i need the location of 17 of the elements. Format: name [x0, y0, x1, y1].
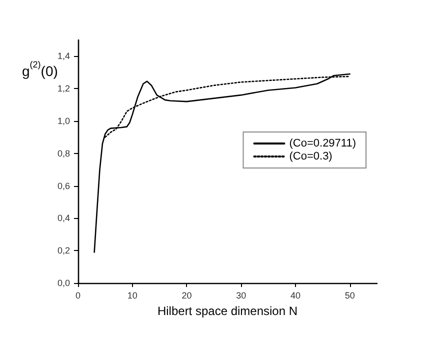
legend-label: (Co=0.29711): [289, 138, 356, 150]
y-tick-label: 1,4: [57, 51, 70, 62]
x-tick-label: 10: [127, 290, 138, 300]
y-tick-label: 0,8: [57, 148, 70, 158]
y-tick-label: 0,4: [57, 213, 70, 224]
x-tick-label: 30: [236, 290, 246, 300]
legend-label: (Co=0.3): [289, 150, 332, 162]
x-tick-label: 0: [75, 290, 81, 300]
y-tick-label: 1,0: [57, 116, 70, 126]
x-tick-label: 50: [344, 290, 355, 300]
y-tick-label: 0,6: [57, 180, 70, 191]
x-axis-title: Hilbert space dimension N: [157, 304, 298, 318]
y-tick-label: 1,2: [57, 84, 70, 94]
x-tick-label: 40: [290, 290, 300, 300]
x-tick-label: 20: [182, 290, 192, 300]
y-tick-label: 0,2: [57, 246, 70, 256]
y-tick-label: 0,0: [57, 278, 70, 288]
